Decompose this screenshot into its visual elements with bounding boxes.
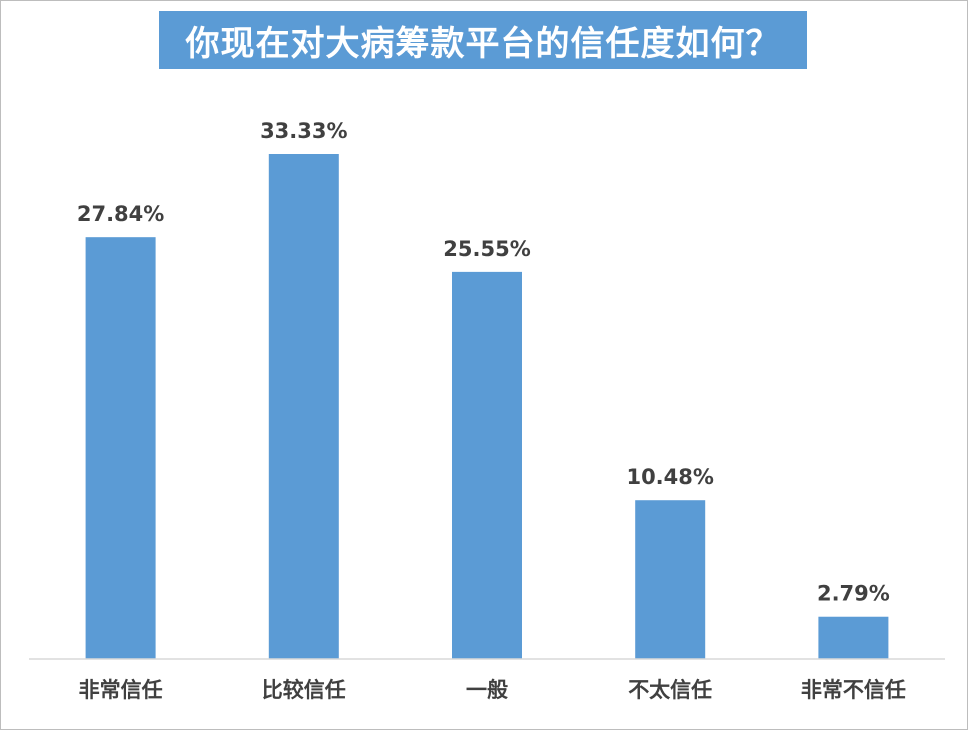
bar-4 xyxy=(635,500,706,659)
chart-title-box: 你现在对大病筹款平台的信任度如何？ xyxy=(159,11,807,69)
data-label-1: 27.84% xyxy=(77,202,164,226)
labels-group: 27.84% 非常信任 33.33% 比较信任 25.55% 一般 10.48% 不太信任 2.… xyxy=(77,119,906,702)
data-label-4: 10.48% xyxy=(626,465,713,489)
category-label-1: 非常信任 xyxy=(79,678,163,702)
category-label-2: 比较信任 xyxy=(262,678,346,702)
data-label-3: 25.55% xyxy=(443,237,530,261)
bars-group xyxy=(85,154,889,659)
bar-5 xyxy=(818,616,889,659)
category-label-3: 一般 xyxy=(466,678,508,702)
chart-title: 你现在对大病筹款平台的信任度如何？ xyxy=(185,23,781,64)
data-label-5: 2.79% xyxy=(817,582,890,606)
category-label-4: 不太信任 xyxy=(628,678,712,702)
bar-2 xyxy=(268,154,339,659)
bar-1 xyxy=(85,237,156,659)
category-label-5: 非常不信任 xyxy=(801,678,906,702)
bar-3 xyxy=(452,271,522,659)
data-label-2: 33.33% xyxy=(260,119,347,143)
